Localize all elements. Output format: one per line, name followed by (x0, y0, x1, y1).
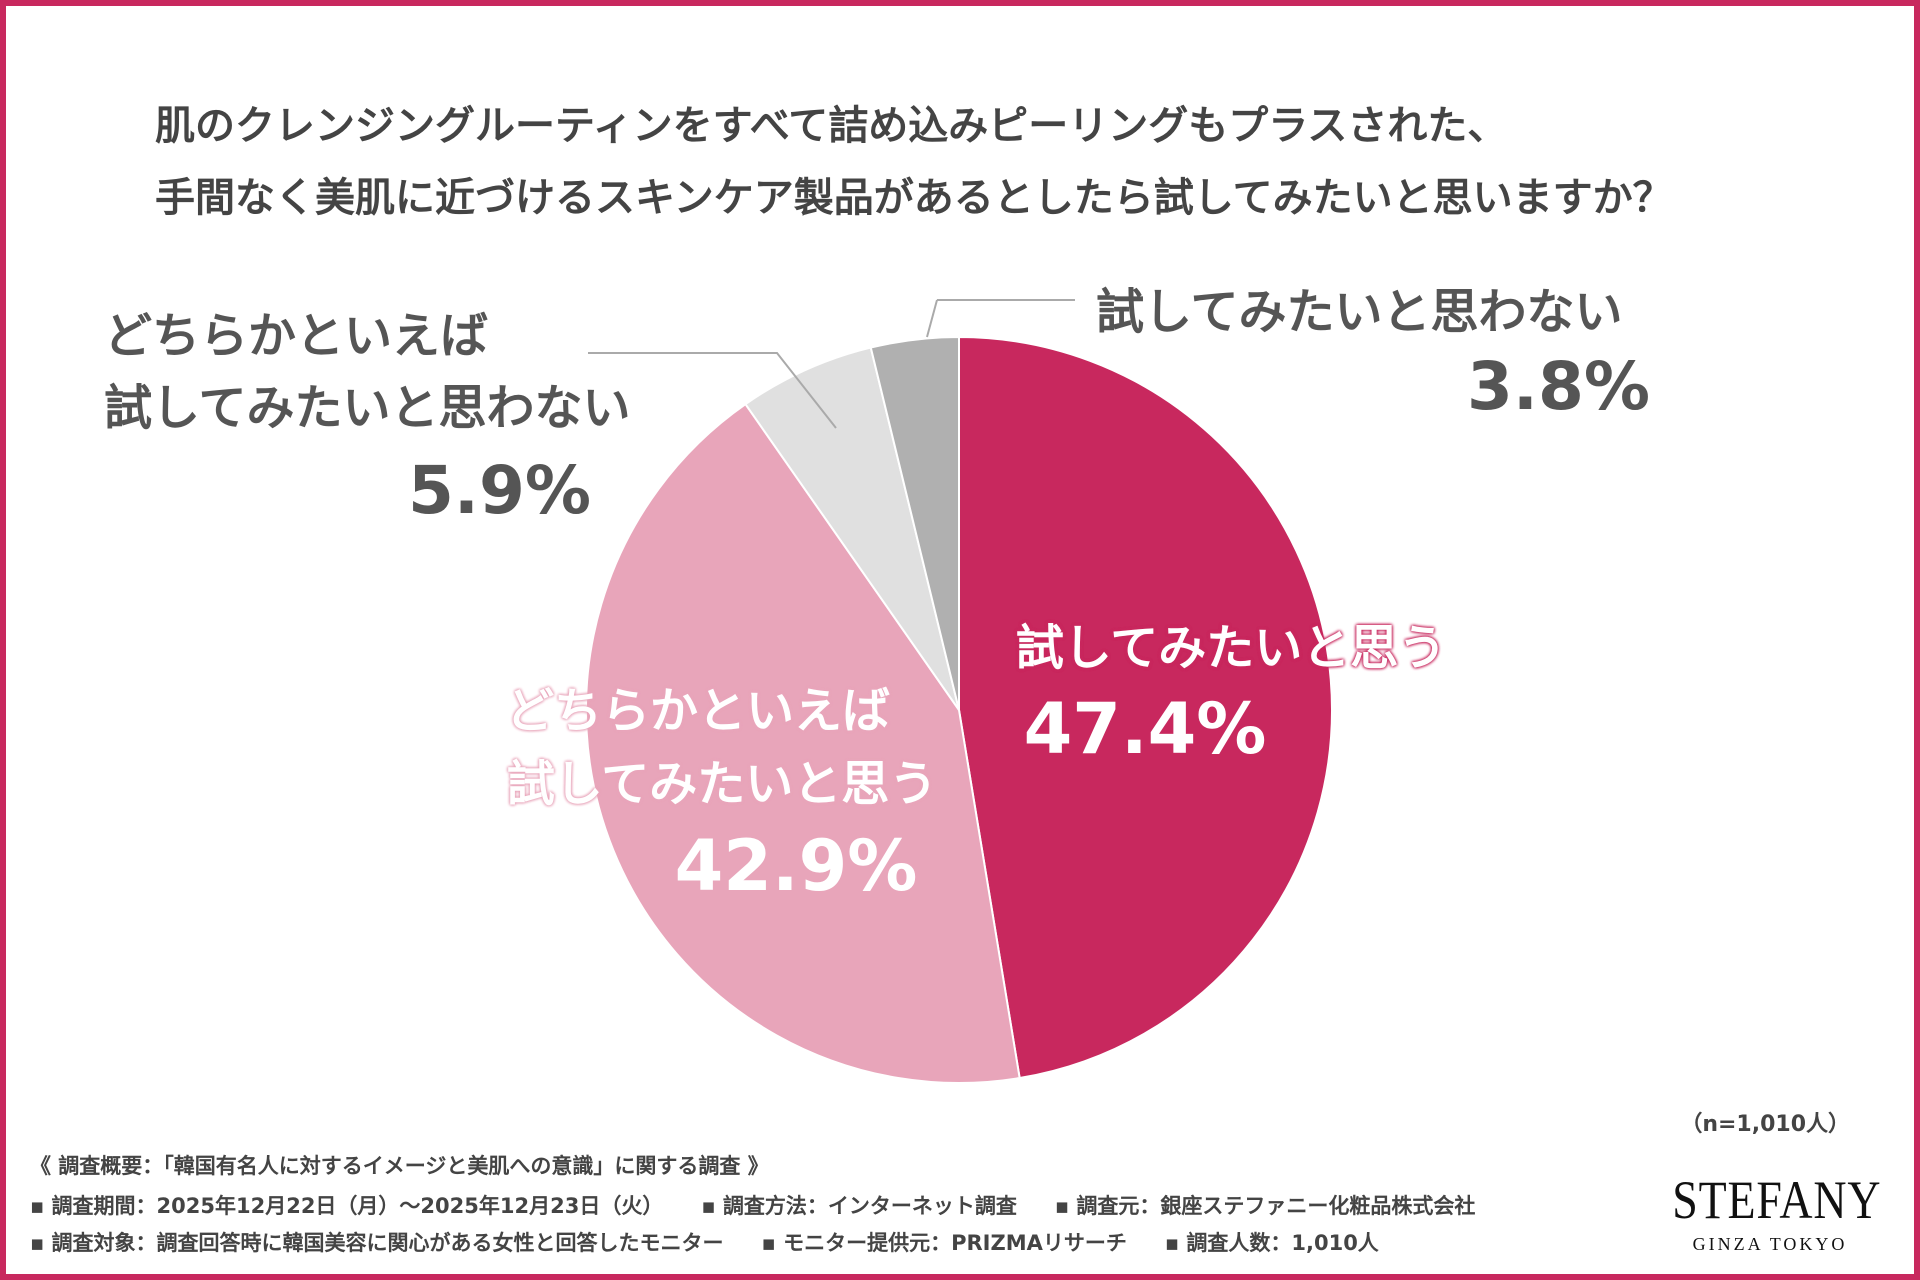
label-rather-yes-2: 試してみたいと思う (506, 756, 938, 812)
label-no: 試してみたいと思わない (1096, 284, 1623, 340)
pie-slice-3 (869, 335, 960, 711)
leader-line-2 (588, 352, 837, 429)
value-yes: 47.4% (1023, 688, 1267, 770)
value-rather-no: 5.9% (408, 452, 592, 529)
value-rather-yes: 42.9% (674, 825, 918, 907)
value-no: 3.8% (1466, 348, 1650, 425)
leader-line-1 (926, 299, 938, 338)
label-yes: 試してみたいと思う (1015, 620, 1447, 676)
label-rather-no: どちらかといえば 試してみたいと思わない (104, 308, 631, 436)
sample-size: （n=1,010人） (1680, 1112, 1850, 1137)
footer-row-2: ▪ 調査対象：調査回答時に韓国美容に関心がある女性と回答したモニター ▪ モニター… (30, 1231, 1379, 1255)
logo: STEFANY GINZA TOKYO (1672, 1170, 1882, 1254)
chart-title: 肌のクレンジングルーティンをすべて詰め込みピーリングもプラスされた、 手間なく美… (155, 103, 1673, 221)
pie-slice-2 (744, 346, 960, 711)
pie-slice-1 (585, 402, 1021, 1084)
footer-row-1: ▪ 調査期間：2025年12月22日（月）～2025年12月23日（火） ▪ 調査… (30, 1194, 1476, 1218)
pie-slice-0 (958, 335, 1333, 1080)
label-rather-yes-1: どちらかといえば (505, 683, 891, 739)
footer-heading: 《 調査概要：「韓国有名人に対するイメージと美肌への意識」に関する調査 》 (30, 1154, 769, 1178)
